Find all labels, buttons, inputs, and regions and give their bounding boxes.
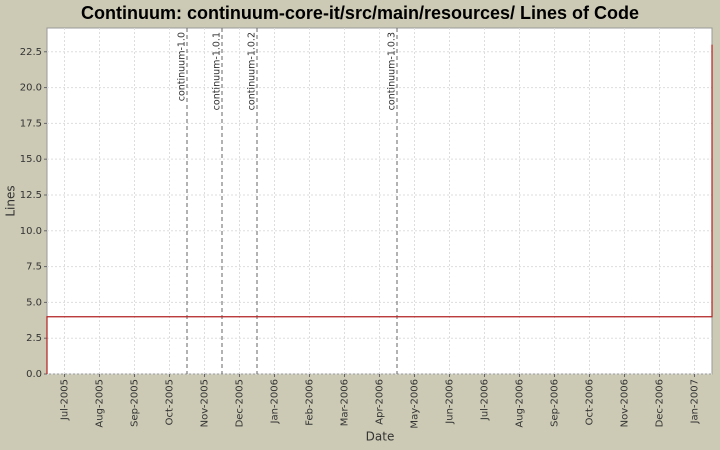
marker-label: continuum-1.0.1 — [212, 32, 223, 110]
x-tick-label: May-2006 — [410, 379, 421, 429]
x-tick-label: Apr-2006 — [375, 379, 386, 425]
y-tick-label: 2.5 — [26, 333, 42, 344]
x-tick-label: Mar-2006 — [340, 379, 351, 426]
x-tick-label: Nov-2005 — [200, 379, 211, 427]
y-tick-label: 7.5 — [26, 262, 42, 273]
y-tick-label: 20.0 — [20, 83, 42, 94]
x-tick-label: Aug-2006 — [515, 379, 526, 428]
marker-label: continuum-1.0.3 — [387, 32, 398, 110]
y-tick-label: 12.5 — [20, 190, 42, 201]
chart-title: Continuum: continuum-core-it/src/main/re… — [81, 3, 639, 23]
x-tick-label: Oct-2005 — [165, 379, 176, 425]
y-axis-label: Lines — [4, 185, 18, 216]
x-tick-label: Jul-2006 — [480, 379, 491, 421]
x-tick-label: Dec-2006 — [655, 379, 666, 427]
x-tick-label: Dec-2005 — [235, 379, 246, 427]
y-tick-label: 10.0 — [20, 226, 42, 237]
x-tick-label: Nov-2006 — [620, 379, 631, 427]
x-tick-label: Oct-2006 — [585, 379, 596, 425]
x-tick-label: Sep-2005 — [130, 379, 141, 427]
y-tick-label: 17.5 — [20, 118, 42, 129]
x-tick-label: Aug-2005 — [95, 379, 106, 428]
x-tick-label: Feb-2006 — [305, 379, 316, 426]
marker-label: continuum-1.0 — [177, 32, 188, 101]
y-tick-label: 5.0 — [26, 297, 42, 308]
x-tick-label: Jun-2006 — [445, 379, 456, 425]
x-tick-label: Jul-2005 — [60, 379, 71, 421]
data-line — [46, 44, 713, 374]
y-tick-label: 0.0 — [26, 369, 42, 380]
x-tick-label: Jan-2007 — [690, 379, 701, 424]
y-tick-label: 22.5 — [20, 47, 42, 58]
x-axis-label: Date — [366, 430, 395, 444]
marker-label: continuum-1.0.2 — [247, 32, 258, 110]
y-tick-label: 15.0 — [20, 154, 42, 165]
x-tick-label: Sep-2006 — [550, 379, 561, 427]
x-tick-label: Jan-2006 — [270, 379, 281, 424]
